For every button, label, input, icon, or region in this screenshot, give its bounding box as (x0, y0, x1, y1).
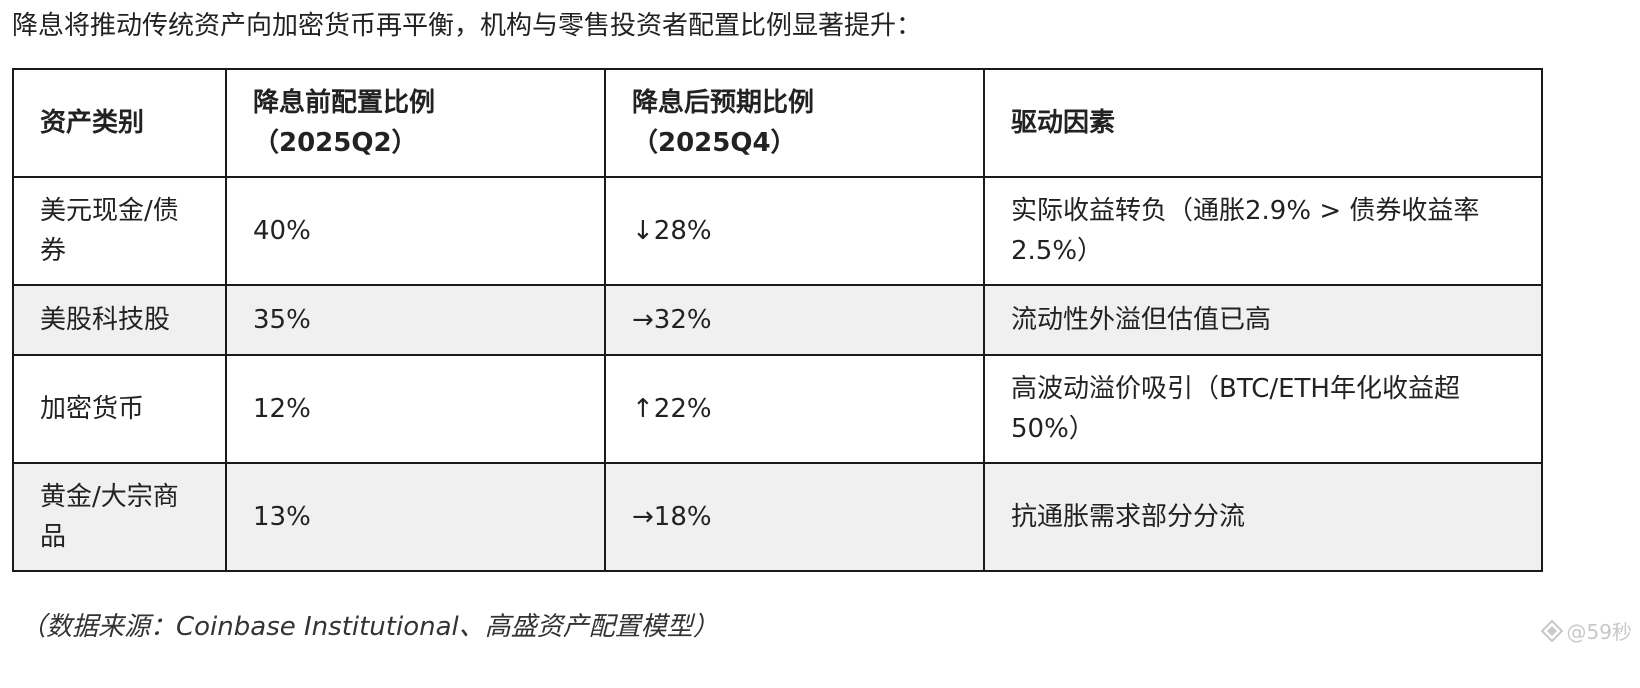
cell-after: ↓28% (604, 176, 985, 286)
cell-after: ↑22% (604, 354, 985, 464)
cell-category: 黄金/大宗商品 (12, 462, 227, 572)
table-row: 美元现金/债券 40% ↓28% 实际收益转负（通胀2.9% > 债券收益率2.… (12, 176, 1543, 286)
cell-driver: 抗通胀需求部分分流 (983, 462, 1543, 572)
table-row: 加密货币 12% ↑22% 高波动溢价吸引（BTC/ETH年化收益超50%） (12, 354, 1543, 464)
cell-before: 40% (225, 176, 606, 286)
header-drivers: 驱动因素 (983, 68, 1543, 178)
table-header-row: 资产类别 降息前配置比例（2025Q2） 降息后预期比例（2025Q4） 驱动因… (12, 68, 1543, 178)
cell-driver: 高波动溢价吸引（BTC/ETH年化收益超50%） (983, 354, 1543, 464)
cell-before: 12% (225, 354, 606, 464)
intro-text: 降息将推动传统资产向加密货币再平衡，机构与零售投资者配置比例显著提升： (12, 11, 923, 41)
watermark: @59秒 (1540, 616, 1632, 645)
cell-driver: 流动性外溢但估值已高 (983, 284, 1543, 356)
header-after-ratio: 降息后预期比例（2025Q4） (604, 68, 985, 178)
source-note: （数据来源：Coinbase Institutional、高盛资产配置模型） (20, 612, 719, 642)
cell-category: 美股科技股 (12, 284, 227, 356)
watermark-text: @59秒 (1566, 620, 1632, 644)
cell-before: 35% (225, 284, 606, 356)
table-row: 黄金/大宗商品 13% →18% 抗通胀需求部分分流 (12, 462, 1543, 572)
header-before-ratio: 降息前配置比例（2025Q2） (225, 68, 606, 178)
diamond-logo-icon (1540, 619, 1563, 642)
cell-category: 美元现金/债券 (12, 176, 227, 286)
cell-after: →32% (604, 284, 985, 356)
cell-after: →18% (604, 462, 985, 572)
header-asset-category: 资产类别 (12, 68, 227, 178)
cell-before: 13% (225, 462, 606, 572)
table-row: 美股科技股 35% →32% 流动性外溢但估值已高 (12, 284, 1543, 356)
cell-driver: 实际收益转负（通胀2.9% > 债券收益率2.5%） (983, 176, 1543, 286)
allocation-table: 资产类别 降息前配置比例（2025Q2） 降息后预期比例（2025Q4） 驱动因… (12, 68, 1543, 572)
cell-category: 加密货币 (12, 354, 227, 464)
